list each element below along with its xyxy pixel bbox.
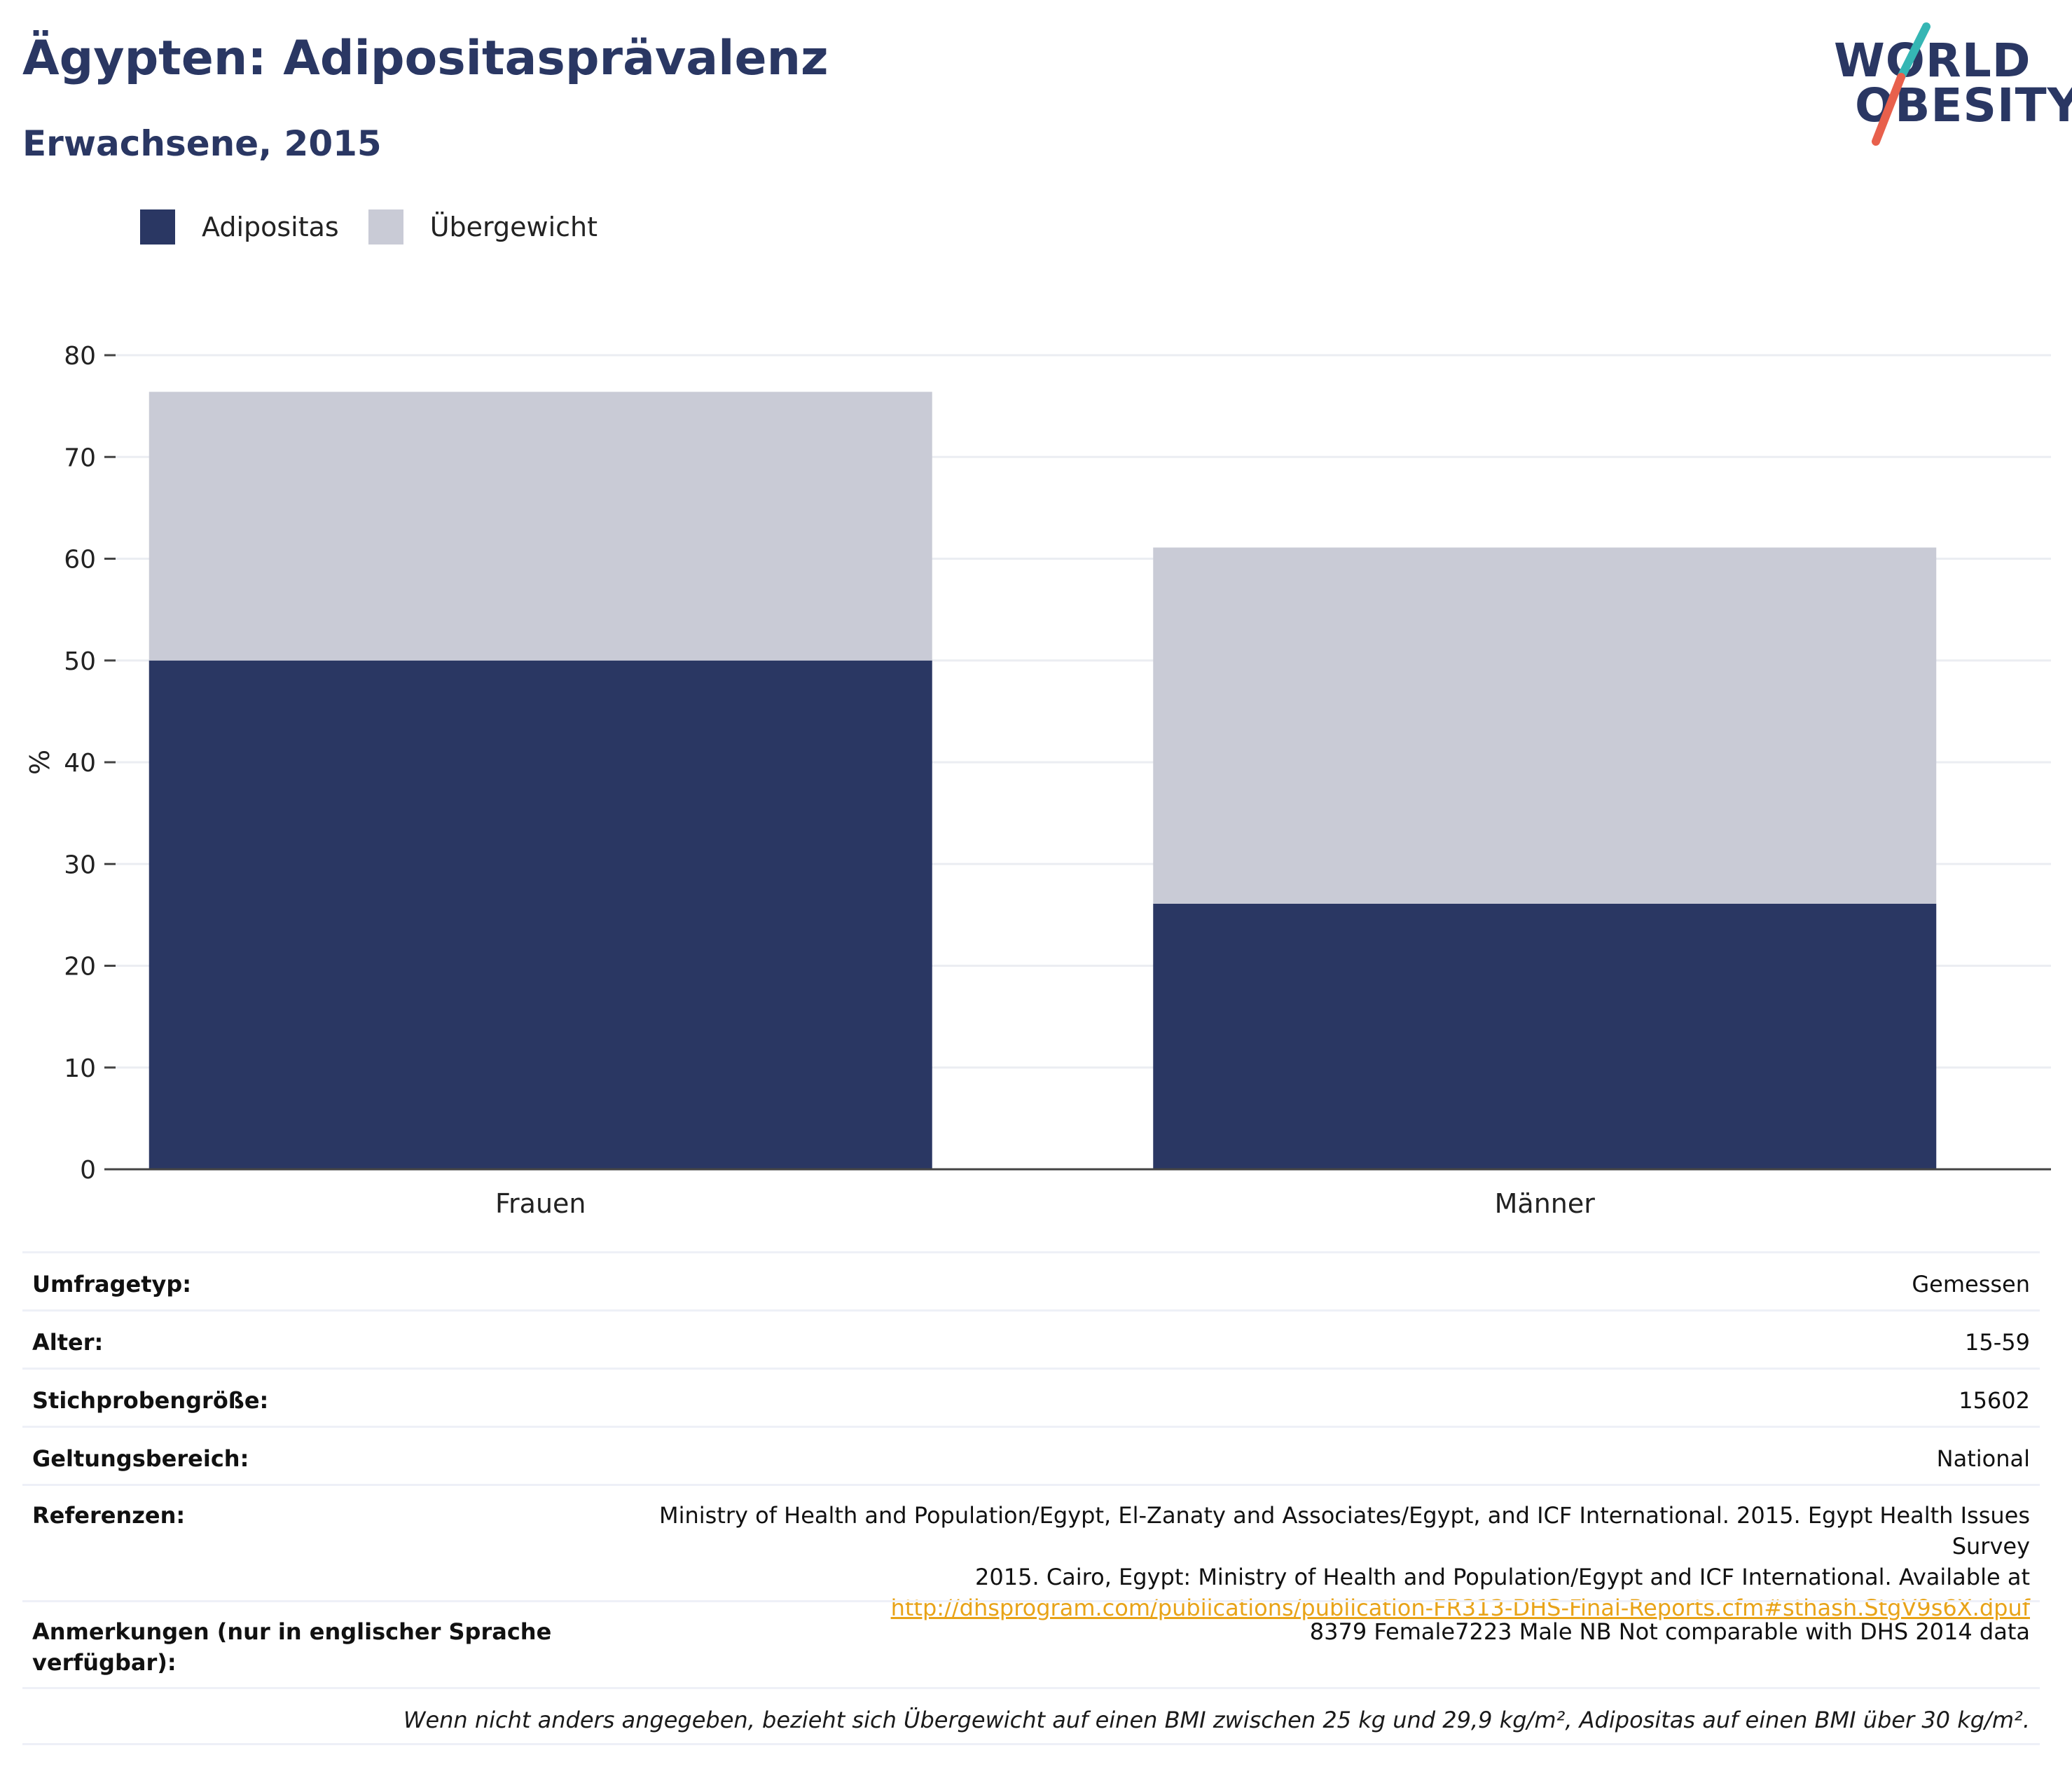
world-obesity-logo: WORLD OBESITY	[1821, 21, 2072, 147]
info-row-references: Referenzen: Ministry of Health and Popul…	[22, 1484, 2040, 1621]
info-row-notes: Anmerkungen (nur in englischer Sprache v…	[22, 1600, 2040, 1687]
reference-link[interactable]: http://dhsprogram.com/publications/publi…	[890, 1595, 2030, 1621]
legend-swatch	[368, 209, 403, 245]
info-value: National	[1936, 1445, 2030, 1472]
info-table: Umfragetyp: Gemessen Alter: 15-59 Stichp…	[22, 1251, 2040, 1745]
reference-text-line: 2015. Cairo, Egypt: Ministry of Health a…	[975, 1564, 2030, 1590]
y-tick-label: 10	[64, 1054, 96, 1083]
bar-adipositas	[1153, 903, 1937, 1169]
y-tick-label: 50	[64, 647, 96, 676]
legend-item-adipositas[interactable]: Adipositas	[140, 209, 339, 245]
logo-text-world: WORLD	[1834, 34, 2031, 88]
y-tick-label: 60	[64, 546, 96, 574]
info-value: Ministry of Health and Population/Egypt,…	[601, 1500, 2040, 1623]
info-label: Umfragetyp:	[32, 1271, 192, 1297]
info-label: Geltungsbereich:	[32, 1445, 249, 1472]
info-value: Gemessen	[1912, 1271, 2030, 1297]
info-value: 15602	[1959, 1387, 2030, 1414]
y-tick-label: 80	[64, 342, 96, 371]
info-row-scope: Geltungsbereich: National	[22, 1426, 2040, 1484]
y-tick-label: 30	[64, 851, 96, 879]
info-label: Referenzen:	[32, 1502, 186, 1529]
x-tick-label: Männer	[1495, 1188, 1596, 1219]
info-label: Alter:	[32, 1329, 104, 1356]
page-subtitle: Erwachsene, 2015	[22, 123, 382, 164]
y-tick-label: 20	[64, 953, 96, 982]
legend-label: Übergewicht	[429, 212, 598, 242]
bar-uebergewicht	[149, 392, 932, 661]
x-tick-label: Frauen	[495, 1188, 586, 1219]
info-label: Stichprobengröße:	[32, 1387, 269, 1414]
legend-item-uebergewicht[interactable]: Übergewicht	[368, 209, 598, 245]
y-axis-label: %	[25, 750, 55, 775]
chart-legend: Adipositas Übergewicht	[140, 207, 627, 247]
info-value: 8379 Female7223 Male NB Not comparable w…	[1309, 1618, 2030, 1645]
info-row-footnote: Wenn nicht anders angegeben, bezieht sic…	[22, 1687, 2040, 1745]
logo-slash-icon	[1872, 22, 1931, 146]
y-tick-label: 70	[64, 443, 96, 472]
info-row-sample-size: Stichprobengröße: 15602	[22, 1368, 2040, 1426]
footnote: Wenn nicht anders angegeben, bezieht sic…	[403, 1707, 2030, 1733]
info-label: Anmerkungen (nur in englischer Sprache v…	[32, 1618, 552, 1676]
legend-label: Adipositas	[202, 212, 339, 242]
bar-uebergewicht	[1153, 547, 1937, 904]
bar-adipositas	[149, 660, 932, 1169]
info-value: 15-59	[1965, 1329, 2030, 1356]
y-tick-label: 40	[64, 749, 96, 778]
reference-text-line: Ministry of Health and Population/Egypt,…	[658, 1502, 2030, 1560]
y-tick-label: 0	[80, 1156, 96, 1185]
info-row-survey-type: Umfragetyp: Gemessen	[22, 1251, 2040, 1309]
info-row-age: Alter: 15-59	[22, 1309, 2040, 1368]
page-title: Ägypten: Adipositasprävalenz	[22, 31, 829, 86]
legend-swatch	[140, 209, 175, 245]
bar-chart: 0 10 20 30 40 50 60 70 80% Frauen Männer	[25, 342, 2051, 1219]
